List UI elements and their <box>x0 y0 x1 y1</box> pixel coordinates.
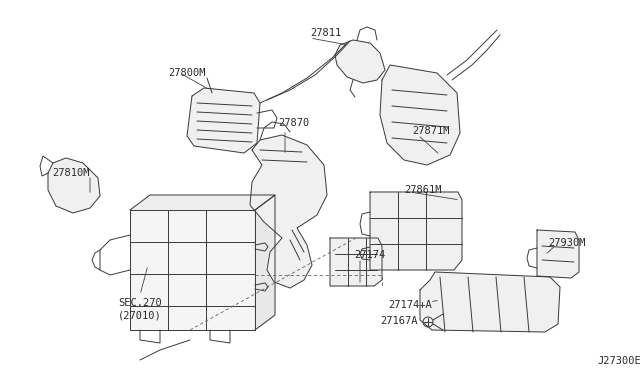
Polygon shape <box>330 238 382 286</box>
Text: 27861M: 27861M <box>404 185 442 195</box>
Polygon shape <box>187 88 260 153</box>
Text: 27871M: 27871M <box>412 126 449 136</box>
Text: 27174: 27174 <box>354 250 385 260</box>
Polygon shape <box>370 192 462 270</box>
Polygon shape <box>420 272 560 332</box>
Polygon shape <box>537 230 579 278</box>
Polygon shape <box>130 195 275 210</box>
Text: 27810M: 27810M <box>52 168 90 178</box>
Text: 27167A: 27167A <box>380 316 417 326</box>
Polygon shape <box>255 195 275 330</box>
Polygon shape <box>380 65 460 165</box>
Text: 27811: 27811 <box>310 28 341 38</box>
Text: 27930M: 27930M <box>548 238 586 248</box>
Text: 27800M: 27800M <box>168 68 205 78</box>
Text: SEC.270: SEC.270 <box>118 298 162 308</box>
Text: 27174+A: 27174+A <box>388 300 432 310</box>
Text: J27300E1: J27300E1 <box>597 356 640 366</box>
Polygon shape <box>48 158 100 213</box>
Polygon shape <box>335 40 385 83</box>
Polygon shape <box>130 210 255 330</box>
Text: (27010): (27010) <box>118 310 162 320</box>
Text: 27870: 27870 <box>278 118 309 128</box>
Polygon shape <box>250 135 327 288</box>
